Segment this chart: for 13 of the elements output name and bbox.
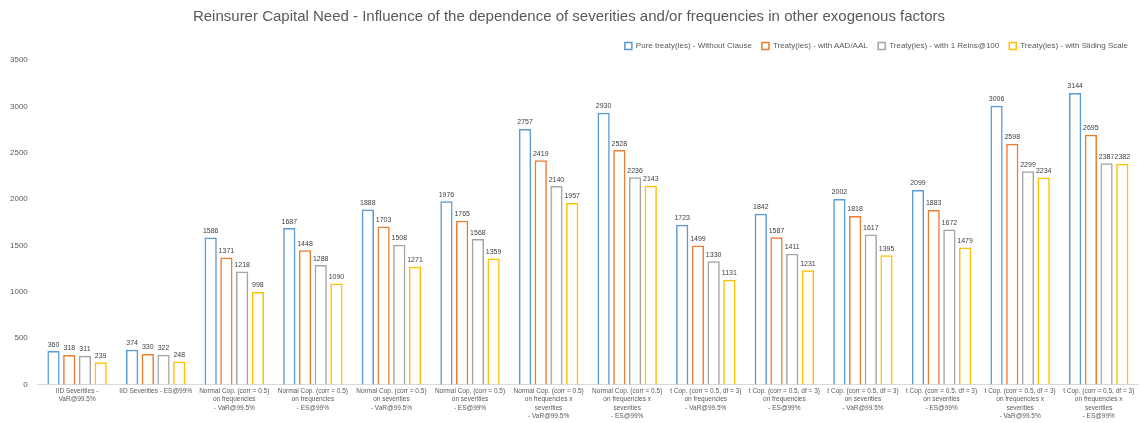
y-tick-label: 1500 bbox=[10, 240, 29, 250]
y-tick-label: 1000 bbox=[10, 286, 29, 296]
legend-label: Treaty(ies) - with AAD/AAL bbox=[772, 41, 869, 51]
y-tick-label: 3500 bbox=[10, 55, 29, 65]
legend-label: Pure treaty(ies) - Without Clause bbox=[635, 41, 753, 51]
legend-label: Treaty(ies) - with 1 Reins@100 bbox=[889, 41, 1000, 51]
y-tick-label: 3000 bbox=[10, 101, 29, 111]
y-tick-label: 2500 bbox=[10, 147, 29, 157]
legend-label: Treaty(ies) - with Sliding Scale bbox=[1020, 41, 1129, 51]
y-tick-label: 2000 bbox=[10, 194, 29, 204]
y-tick-label: 0 bbox=[23, 379, 29, 389]
chart-title: Reinsurer Capital Need - Influence of the dependence of severities and/or frequencies in other exogenous factors bbox=[192, 7, 946, 25]
y-tick-label: 500 bbox=[14, 333, 29, 343]
